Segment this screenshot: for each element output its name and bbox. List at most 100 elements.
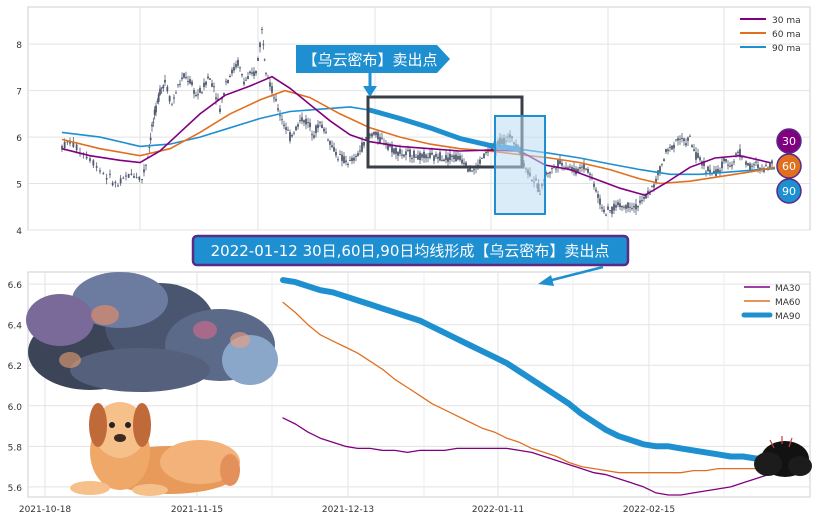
candle-body <box>157 94 160 102</box>
candle-body <box>105 178 108 180</box>
candle-body <box>327 139 329 141</box>
candle-body <box>275 98 277 101</box>
candle-body <box>323 128 325 132</box>
candle-body <box>421 154 423 158</box>
candle-body <box>249 71 251 74</box>
candle-body <box>405 151 407 156</box>
candle-body <box>617 202 619 206</box>
candle-body <box>713 170 715 173</box>
candle-body <box>547 172 549 174</box>
candle-body <box>181 77 183 80</box>
candle-body <box>727 164 729 166</box>
signal-banner: 2022-01-12 30日,60日,90日均线形成【乌云密布】卖出点 <box>191 234 630 286</box>
bottom-legend: MA30 MA60 MA90 <box>741 284 801 322</box>
candle-body <box>681 137 683 139</box>
candle-body <box>365 137 367 139</box>
candle-body <box>663 159 665 162</box>
candle-body <box>433 155 435 161</box>
candle-body <box>747 163 749 166</box>
candle-body <box>319 121 321 123</box>
candle-body <box>325 131 327 133</box>
candle-body <box>162 85 165 89</box>
candle-body <box>199 88 201 93</box>
candle-body <box>219 108 221 112</box>
candle-body <box>307 122 309 124</box>
candle-body <box>243 81 245 85</box>
candle-body <box>555 168 557 170</box>
candle-body <box>753 164 755 166</box>
candle-body <box>155 105 157 113</box>
bottom-y-tick-label: 5.6 <box>8 484 23 494</box>
candle-body <box>573 167 575 172</box>
candle-body <box>719 170 721 172</box>
candle-body <box>623 206 625 208</box>
candle-body <box>189 79 191 84</box>
candle-body <box>369 134 371 136</box>
candle-body <box>271 86 273 93</box>
candle-body <box>609 210 611 212</box>
candle-body <box>387 145 389 150</box>
candle-body <box>295 126 297 131</box>
candle-body <box>429 152 431 158</box>
candle-body <box>659 166 661 173</box>
candle-body <box>417 155 419 160</box>
top-grid <box>28 7 810 231</box>
candle-body <box>305 118 307 125</box>
candle-body <box>419 152 421 160</box>
candle-body <box>731 164 733 167</box>
candle-body <box>703 161 705 166</box>
candle-body <box>279 115 281 117</box>
candle-body <box>633 206 635 208</box>
candle-body <box>227 79 229 84</box>
candle-body <box>289 132 291 142</box>
candle-body <box>152 121 155 123</box>
candle-body <box>245 79 247 81</box>
bottom-ma60-line <box>282 301 769 474</box>
candle-body <box>457 155 459 160</box>
candle-body <box>357 153 359 156</box>
candle-body <box>653 184 655 188</box>
candle-body <box>407 149 409 151</box>
candle-body <box>329 141 331 145</box>
candle-body <box>691 145 693 148</box>
candle-body <box>687 137 689 141</box>
candle-body <box>445 155 447 161</box>
candle-body <box>441 159 443 161</box>
candle-body <box>615 205 617 208</box>
candle-body <box>195 94 197 96</box>
candle-body <box>153 109 156 115</box>
candle-body <box>695 152 697 160</box>
candle-body <box>745 161 747 165</box>
candle-body <box>149 137 152 141</box>
candle-body <box>371 133 373 137</box>
candle-body <box>92 160 95 166</box>
candle-body <box>187 80 189 83</box>
candle-body <box>321 124 323 129</box>
candle-body <box>259 42 261 48</box>
candle-body <box>125 175 127 177</box>
candle-body <box>361 142 363 152</box>
candle-body <box>693 149 695 151</box>
bottom-y-tick-label: 6.2 <box>8 362 22 372</box>
candle-body <box>415 156 417 158</box>
top-y-tick-label: 5 <box>16 181 22 191</box>
candle-body <box>559 160 561 165</box>
candle-body <box>317 124 319 129</box>
candle-body <box>339 154 341 156</box>
candle-body <box>233 67 235 71</box>
candle-body <box>141 178 143 180</box>
candle-body <box>225 81 227 83</box>
candle-body <box>241 73 243 76</box>
candle-body <box>463 162 465 165</box>
candle-body <box>299 120 301 122</box>
candle-body <box>755 161 757 163</box>
candle-body <box>613 203 615 211</box>
candle-body <box>683 138 685 141</box>
candle-body <box>130 173 133 175</box>
candle-body <box>749 163 751 171</box>
candle-body <box>597 194 599 198</box>
candle-body <box>705 171 707 173</box>
candle-body <box>168 96 171 102</box>
candle-body <box>645 193 647 199</box>
candle-body <box>481 157 483 159</box>
